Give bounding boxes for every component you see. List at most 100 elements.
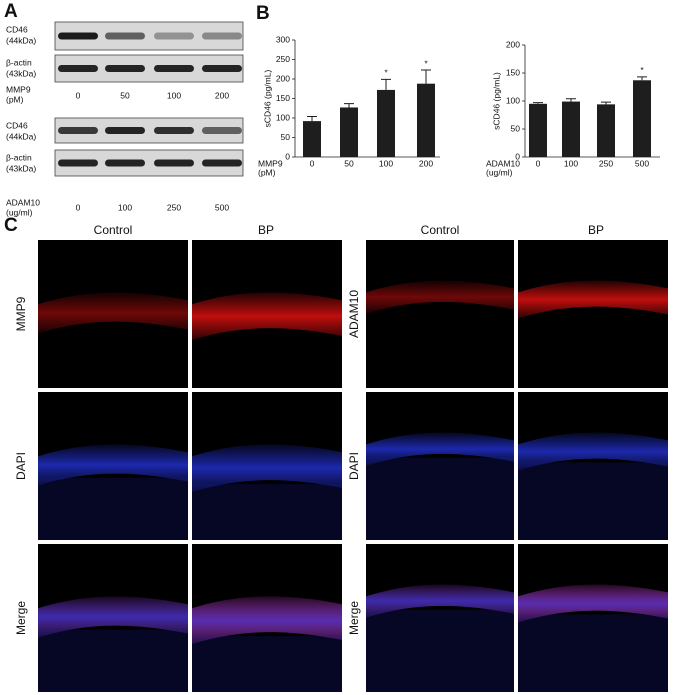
treatment-unit: (ug/ml): [6, 207, 33, 217]
bar: [377, 89, 395, 157]
dermis-stain: [518, 614, 668, 692]
lane-label: 0: [76, 202, 81, 212]
y-tick-label: 200: [276, 73, 290, 83]
blot-protein: CD46: [6, 120, 28, 130]
blot-weight: (43kDa): [6, 68, 36, 78]
blot-protein: β-actin: [6, 152, 32, 162]
error-bar: [307, 115, 317, 122]
error-bar: [344, 103, 354, 108]
bar: [597, 104, 615, 157]
blot-band: [58, 32, 98, 40]
x-tick-label: 50: [344, 158, 354, 168]
micrograph: [518, 392, 668, 540]
error-bar: [601, 101, 611, 105]
tissue-stain: [38, 596, 188, 638]
micrograph: [366, 392, 514, 540]
panel-label: C: [4, 215, 18, 236]
panel-label: A: [4, 1, 18, 22]
x-tick-label: 100: [564, 158, 578, 168]
lane-label: 200: [215, 90, 229, 100]
blot-weight: (44kDa): [6, 35, 36, 45]
blot-band: [58, 127, 98, 134]
tissue-stain: [366, 280, 514, 314]
column-header: Control: [94, 223, 133, 237]
dermis-stain: [366, 609, 514, 692]
bar: [562, 101, 580, 157]
blot-band: [154, 32, 194, 40]
lane-label: 100: [118, 202, 132, 212]
blot-band: [202, 65, 242, 72]
micrograph: [366, 240, 514, 388]
micrograph: [518, 544, 668, 692]
dermis-stain: [38, 477, 188, 540]
x-tick-label: 100: [379, 158, 393, 168]
x-tick-label: 0: [536, 158, 541, 168]
error-bar: [637, 76, 647, 81]
blot-band: [202, 159, 242, 167]
blot-weight: (43kDa): [6, 163, 36, 173]
bar: [417, 83, 435, 157]
row-label: DAPI: [14, 452, 28, 480]
lane-label: 250: [167, 202, 181, 212]
tissue-stain: [366, 432, 514, 466]
blot-band: [154, 127, 194, 134]
x-tick-label: 500: [635, 158, 649, 168]
tissue-stain: [192, 292, 342, 341]
blot-weight: (44kDa): [6, 131, 36, 141]
x-axis-label: (ug/ml): [486, 167, 513, 177]
lane-label: 0: [76, 90, 81, 100]
dermis-stain: [192, 636, 342, 692]
x-tick-label: 200: [419, 158, 433, 168]
bar: [529, 103, 547, 157]
bar: [340, 107, 358, 157]
x-tick-label: 0: [310, 158, 315, 168]
y-tick-label: 250: [276, 54, 290, 64]
micrograph: [518, 240, 668, 388]
y-axis-label: sCD46 (pg/mL): [262, 70, 272, 128]
column-header: Control: [421, 223, 460, 237]
blot-band: [105, 127, 145, 134]
y-tick-label: 200: [506, 39, 520, 49]
blot-protein: β-actin: [6, 57, 32, 67]
panel-label: B: [256, 3, 270, 24]
y-tick-label: 150: [276, 93, 290, 103]
column-header: BP: [258, 223, 274, 237]
tissue-stain: [192, 444, 342, 493]
error-bar: [533, 102, 543, 104]
blot-band: [105, 159, 145, 167]
lane-label: 500: [215, 202, 229, 212]
significance-mark: *: [640, 65, 644, 75]
row-label: MMP9: [14, 296, 28, 331]
dermis-stain: [518, 462, 668, 540]
y-tick-label: 150: [506, 67, 520, 77]
tissue-stain: [192, 596, 342, 645]
blot-band: [105, 65, 145, 72]
tissue-stain: [518, 584, 668, 623]
blot-band: [202, 127, 242, 134]
tissue-stain: [366, 584, 514, 618]
tissue-stain: [38, 444, 188, 486]
blot-band: [58, 65, 98, 72]
row-label: DAPI: [347, 452, 361, 480]
bar: [303, 121, 321, 157]
blot-band: [202, 32, 242, 40]
blot-band: [58, 159, 98, 167]
y-tick-label: 50: [511, 123, 521, 133]
y-tick-label: 300: [276, 34, 290, 44]
lane-label: 100: [167, 90, 181, 100]
micrograph: [366, 544, 514, 692]
tissue-stain: [38, 292, 188, 334]
error-bar: [381, 78, 391, 90]
y-axis-label: sCD46 (pg/mL): [491, 72, 501, 130]
dermis-stain: [38, 629, 188, 692]
bar: [633, 80, 651, 157]
lane-label: 50: [120, 90, 130, 100]
y-tick-label: 100: [506, 95, 520, 105]
tissue-stain: [518, 280, 668, 319]
blot-band: [154, 159, 194, 167]
x-tick-label: 250: [599, 158, 613, 168]
treatment-label: ADAM10: [6, 197, 40, 207]
column-header: BP: [588, 223, 604, 237]
